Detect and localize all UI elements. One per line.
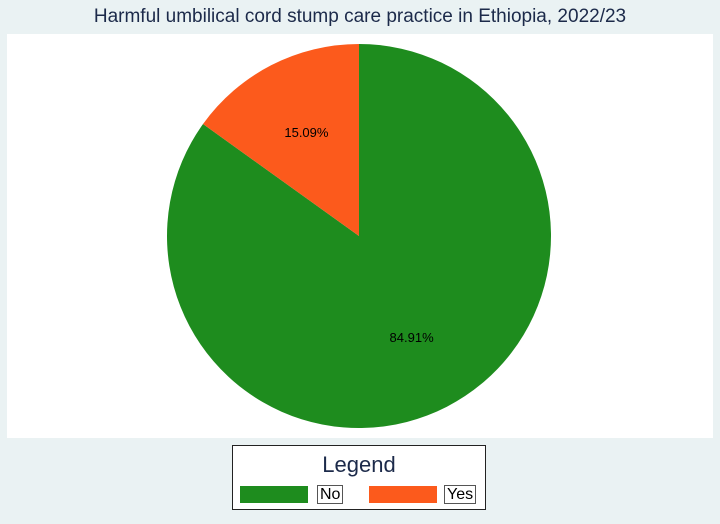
legend: Legend No Yes [232, 445, 486, 510]
slice-label-yes: 15.09% [284, 125, 329, 140]
slice-label-no: 84.91% [390, 330, 435, 345]
legend-label-yes: Yes [444, 485, 477, 504]
legend-swatch-yes [369, 486, 437, 503]
legend-swatch-no [240, 486, 308, 503]
legend-title: Legend [322, 452, 396, 477]
pie-chart: 84.91% 15.09% [167, 44, 551, 428]
pie-slice-yes [203, 44, 359, 236]
plot-region: 84.91% 15.09% [7, 34, 713, 438]
legend-label-no: No [317, 485, 344, 504]
chart-title: Harmful umbilical cord stump care practi… [93, 6, 627, 27]
